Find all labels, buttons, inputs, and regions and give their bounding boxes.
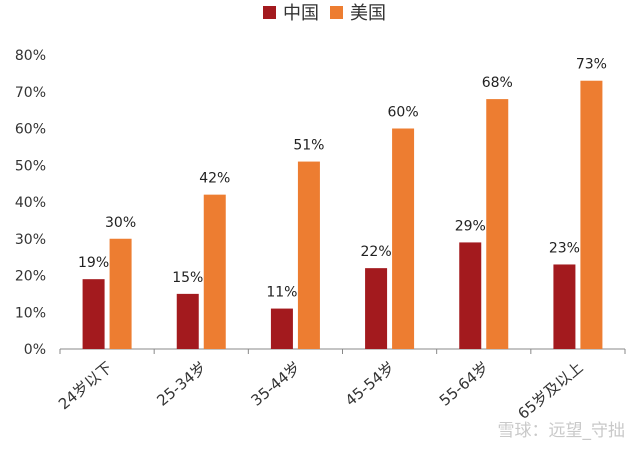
x-axis: 24岁以下 25-34岁 35-44岁 45-54岁 55-64岁 65岁及以上 bbox=[55, 348, 626, 423]
x-tick-label: 45-54岁 bbox=[342, 358, 398, 409]
y-tick-label: 0% bbox=[24, 342, 46, 358]
bar-usa bbox=[203, 194, 226, 349]
bar-china bbox=[553, 264, 576, 349]
data-label: 51% bbox=[293, 138, 324, 154]
data-label: 23% bbox=[549, 240, 580, 256]
y-axis: 0% 10% 20% 30% 40% 50% 60% 70% 80% bbox=[15, 48, 46, 358]
bar-china bbox=[176, 293, 199, 349]
y-tick-label: 40% bbox=[15, 195, 46, 211]
x-tick-label: 24岁以下 bbox=[55, 358, 116, 413]
data-label: 11% bbox=[266, 285, 297, 301]
y-tick-label: 70% bbox=[15, 85, 46, 101]
data-label: 19% bbox=[78, 255, 109, 271]
data-label: 22% bbox=[361, 244, 392, 260]
y-tick-label: 20% bbox=[15, 269, 46, 285]
y-tick-label: 80% bbox=[15, 48, 46, 64]
bar-china bbox=[459, 242, 482, 349]
y-tick-label: 50% bbox=[15, 158, 46, 174]
data-label: 15% bbox=[172, 270, 203, 286]
data-label: 73% bbox=[576, 57, 607, 73]
legend-swatch-0 bbox=[263, 6, 276, 19]
legend-swatch-1 bbox=[330, 6, 343, 19]
data-label: 42% bbox=[199, 171, 230, 187]
bar-usa bbox=[486, 99, 509, 349]
bar-china bbox=[270, 308, 293, 349]
x-tick-label: 25-34岁 bbox=[153, 358, 209, 409]
legend-label-0: 中国 bbox=[283, 3, 319, 24]
bar-usa bbox=[297, 161, 320, 349]
y-tick-label: 10% bbox=[15, 305, 46, 321]
y-tick-label: 60% bbox=[15, 122, 46, 138]
bars bbox=[82, 80, 603, 349]
data-label: 30% bbox=[105, 215, 136, 231]
bar-usa bbox=[109, 238, 132, 349]
data-labels: 19% 30% 15% 42% 11% 51% 22% 60% 29% 68% 23% 73% bbox=[78, 57, 607, 301]
bar-china bbox=[82, 279, 105, 349]
data-label: 60% bbox=[388, 105, 419, 121]
legend-label-1: 美国 bbox=[350, 3, 386, 24]
data-label: 68% bbox=[482, 75, 513, 91]
bar-usa bbox=[392, 128, 415, 349]
x-tick-label: 55-64岁 bbox=[436, 358, 492, 409]
x-tick-label: 35-44岁 bbox=[248, 358, 304, 409]
y-tick-label: 30% bbox=[15, 232, 46, 248]
bar-usa bbox=[580, 80, 603, 349]
bar-china bbox=[365, 268, 388, 349]
watermark: 雪球：远望_守拙 bbox=[497, 421, 626, 441]
data-label: 29% bbox=[455, 218, 486, 234]
x-tick-label: 65岁及以上 bbox=[514, 358, 586, 423]
legend: 中国 美国 bbox=[263, 3, 386, 24]
